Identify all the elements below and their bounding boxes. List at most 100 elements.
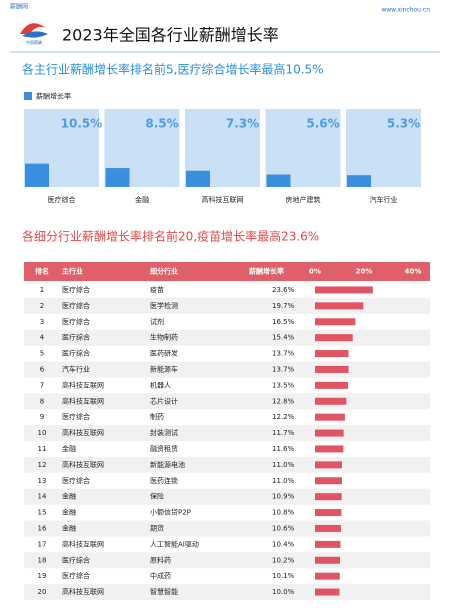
column-header: 薪酬增长率	[249, 267, 284, 276]
growth-rate: 10.4%	[272, 540, 295, 548]
rank: 4	[40, 334, 45, 342]
rank: 16	[38, 524, 47, 532]
row-stripe	[24, 488, 430, 505]
section-title: 各细分行业薪酬增长率排名前20,疫苗增长率最高23.6%	[22, 229, 319, 244]
growth-rate: 11.7%	[272, 429, 295, 437]
panel	[346, 109, 421, 187]
category-label: 医疗综合	[48, 195, 76, 204]
row-stripe	[24, 552, 430, 569]
rank: 5	[40, 350, 44, 358]
bar	[315, 381, 349, 389]
main-industry: 医疗综合	[62, 349, 90, 358]
panel	[265, 109, 341, 187]
sub-industry: 生物制药	[150, 333, 178, 342]
column-header: 主行业	[62, 267, 83, 276]
main-industry: 医疗综合	[62, 301, 90, 310]
growth-rate: 11.0%	[272, 477, 295, 485]
bar	[315, 524, 341, 532]
main-industry: 高科技互联网	[62, 396, 104, 405]
bar	[315, 588, 340, 596]
growth-rate: 15.4%	[272, 334, 295, 342]
main-industry: 医疗综合	[62, 285, 90, 294]
column-header: 细分行业	[150, 267, 178, 276]
bar	[315, 334, 353, 342]
sub-industry: 医学检测	[150, 301, 178, 310]
growth-rate: 11.0%	[272, 461, 295, 469]
sub-industry: 芯片设计	[150, 396, 178, 405]
rank: 2	[40, 302, 44, 310]
x-tick-label: 40%	[405, 268, 422, 276]
main-industry: 高科技互联网	[62, 380, 104, 389]
category-label: 房地产建筑	[286, 195, 321, 204]
rank: 6	[40, 365, 45, 373]
rank: 10	[38, 429, 47, 437]
main-industry: 金融	[62, 523, 76, 532]
row-stripe	[24, 393, 430, 410]
main-industry: 医疗综合	[62, 571, 90, 580]
section-title: 各主行业薪酬增长率排名前5,医疗综合增长率最高10.5%	[22, 62, 324, 77]
bar	[315, 572, 340, 580]
rank: 15	[38, 509, 47, 517]
rank: 19	[38, 572, 47, 580]
x-tick-label: 0%	[309, 268, 321, 276]
bar-chart: 薪酬增长率 10.5% 医疗综合 8.5% 金融 7.3% 高科技互联网 5.6% 房地产建筑 5…	[24, 92, 421, 204]
site-url[interactable]: www.xinchou.cn	[381, 7, 430, 14]
rank: 11	[38, 445, 47, 453]
rank: 14	[38, 493, 47, 501]
logo: 中国薪酬	[20, 23, 48, 45]
value-label: 5.3%	[387, 117, 420, 131]
main-industry: 金融	[62, 508, 76, 517]
bar	[25, 163, 49, 187]
growth-rate: 12.2%	[272, 413, 295, 421]
logo-text: 中国薪酬	[26, 39, 42, 45]
main-industry: 医疗综合	[62, 412, 90, 421]
bar	[315, 318, 356, 326]
sub-industry: 智慧智能	[150, 587, 178, 596]
sub-industry: 新能源电池	[150, 460, 185, 469]
main-industry: 医疗综合	[62, 555, 90, 564]
main-industry: 高科技互联网	[62, 539, 104, 548]
rank: 1	[40, 286, 44, 294]
sub-industry: 小额信贷P2P	[150, 508, 191, 517]
bar	[186, 170, 210, 187]
row-stripe	[24, 520, 430, 537]
rank: 17	[38, 540, 47, 548]
main-industry: 高科技互联网	[62, 587, 104, 596]
bar	[315, 413, 345, 421]
growth-rate: 10.9%	[272, 493, 295, 501]
row-stripe	[24, 584, 430, 600]
category-label: 金融	[135, 195, 149, 204]
bar	[315, 445, 344, 453]
bar	[347, 175, 371, 187]
growth-rate: 19.7%	[272, 302, 295, 310]
x-tick-label: 20%	[356, 268, 373, 276]
growth-rate: 13.7%	[272, 365, 295, 373]
bar	[315, 397, 347, 405]
growth-rate: 13.5%	[272, 381, 295, 389]
main-industry: 金融	[62, 444, 76, 453]
value-label: 8.5%	[145, 117, 178, 131]
table-header	[24, 262, 430, 281]
bar	[315, 286, 373, 294]
bar	[315, 429, 344, 437]
page-title: 2023年全国各行业薪酬增长率	[62, 26, 279, 45]
row-stripe	[24, 361, 430, 378]
rank: 18	[38, 556, 47, 564]
growth-rate: 23.6%	[272, 286, 295, 294]
main-industry: 医疗综合	[62, 476, 90, 485]
main-industry: 高科技互联网	[62, 460, 104, 469]
sub-industry: 期货	[150, 523, 164, 532]
sub-industry: 中成药	[150, 571, 171, 580]
sub-industry: 人工智能AI驱动	[150, 539, 199, 548]
sub-industry: 医药连锁	[150, 476, 178, 485]
sub-industry: 封装测试	[150, 428, 178, 437]
sub-industry: 疫苗	[150, 285, 164, 294]
bar	[315, 540, 341, 548]
category-label: 汽车行业	[370, 195, 398, 204]
column-header: 排名	[35, 267, 49, 276]
main-industry: 高科技互联网	[62, 428, 104, 437]
growth-rate: 10.2%	[272, 556, 295, 564]
row-stripe	[24, 456, 430, 473]
sub-industry: 新能源车	[150, 364, 178, 373]
